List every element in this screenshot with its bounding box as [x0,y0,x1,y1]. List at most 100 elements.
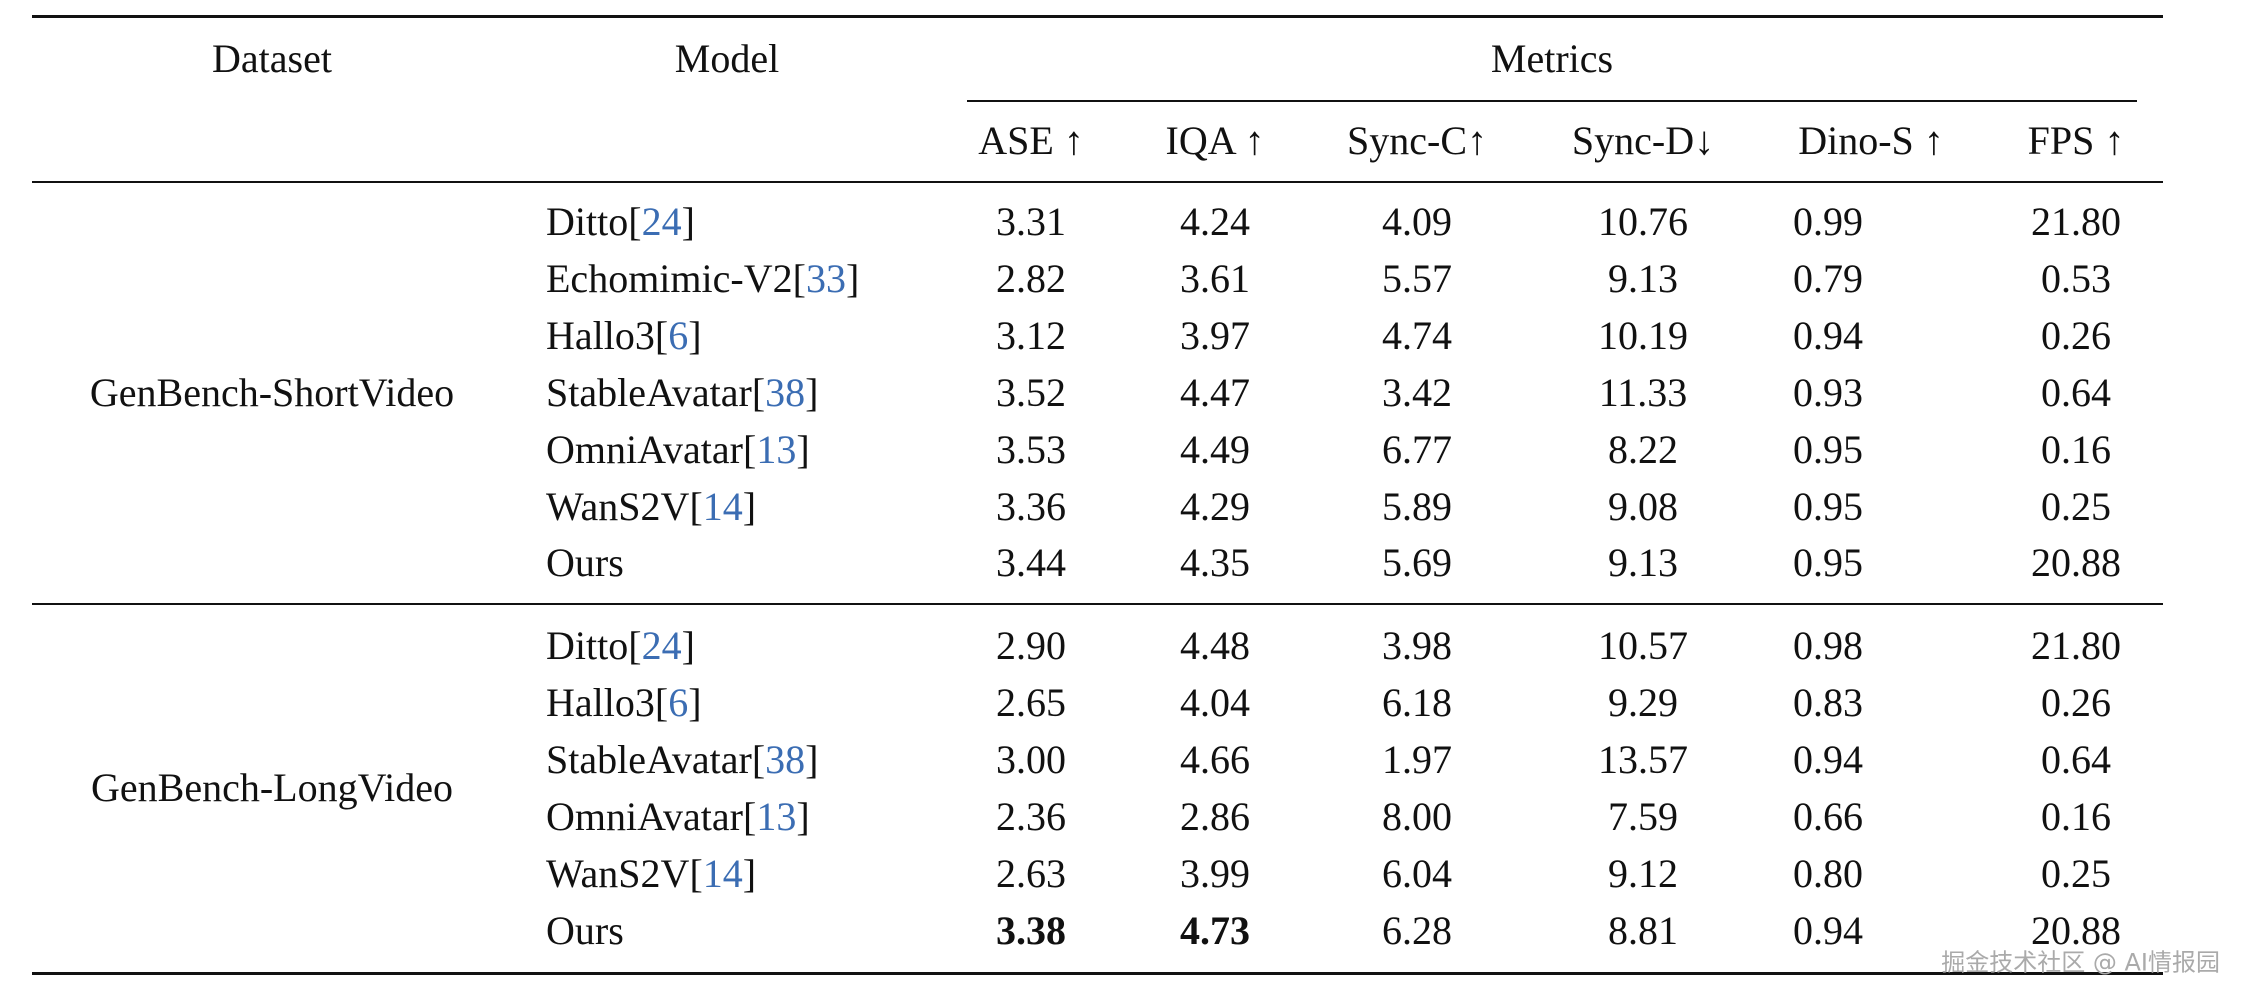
metric-value: 0.95 [1793,426,1863,472]
metric-value: 0.95 [1793,483,1863,529]
model-cell: Hallo36 [546,313,702,358]
model-name: Ditto [546,199,629,244]
model-cell: Hallo36 [546,679,702,725]
metric-value: 4.48 [1180,623,1250,668]
metric-value: 4.49 [1180,426,1250,472]
citation: 6 [655,313,702,358]
model-name: Ditto [546,623,629,668]
metric-value: 0.16 [2041,426,2111,472]
metric-value: 5.69 [1382,540,1452,586]
metric-value: 3.36 [996,483,1066,529]
citation: 6 [655,680,702,725]
metric-value: 4.47 [1180,369,1250,415]
metric-value: 3.12 [996,312,1066,358]
model-cell: StableAvatar38 [546,737,819,782]
metric-value: 3.31 [996,199,1066,244]
model-cell: Ours [546,543,624,583]
model-name: WanS2V [546,483,690,529]
model-name: WanS2V [546,850,690,896]
metric-value: 4.24 [1180,199,1250,244]
citation: 14 [689,851,756,896]
metric-header: FPS ↑ [2027,118,2125,163]
metric-value: 8.22 [1608,426,1678,472]
metric-value: 3.98 [1382,623,1452,668]
metric-value: 0.26 [2041,312,2111,358]
metric-value: 0.16 [2041,793,2111,839]
metric-value: 0.53 [2041,255,2111,301]
metric-value: 10.19 [1598,312,1688,358]
metric-value: 9.08 [1608,483,1678,529]
metric-value: 3.42 [1382,369,1452,415]
model-cell: StableAvatar38 [546,369,819,415]
model-name: Hallo3 [546,679,655,725]
metric-value: 0.79 [1793,255,1863,301]
model-cell: WanS2V14 [546,850,756,896]
model-name: Ours [546,540,624,586]
citation: 33 [793,256,860,301]
metric-header: Sync-C↑ [1347,118,1487,163]
metrics-header: Metrics [1490,36,1614,81]
metric-value: 9.13 [1608,255,1678,301]
metric-value: 0.94 [1793,907,1863,953]
metric-value: 0.95 [1793,540,1863,586]
model-cell: Ditto24 [546,623,695,668]
metric-value: 6.28 [1382,907,1452,953]
metric-value: 0.99 [1793,199,1863,244]
metric-value: 20.88 [2031,907,2121,953]
citation: 38 [752,370,819,415]
metric-value: 5.57 [1382,255,1452,301]
metric-header: IQA ↑ [1165,118,1265,163]
metrics-rule [967,100,2137,102]
metric-value: 2.82 [996,255,1066,301]
model-name: OmniAvatar [546,793,743,839]
metric-value: 0.80 [1793,850,1863,896]
metric-value: 3.53 [996,426,1066,472]
metric-value: 1.97 [1382,736,1452,782]
citation: 13 [743,794,810,839]
model-cell: Ditto24 [546,199,695,244]
metric-header: Sync-D↓ [1571,118,1715,163]
metric-value: 0.25 [2041,483,2111,529]
metric-value: 4.35 [1180,540,1250,586]
model-cell: OmniAvatar13 [546,427,810,472]
metric-value: 6.18 [1382,679,1452,725]
metric-value: 3.00 [996,736,1066,782]
metric-value: 21.80 [2031,199,2121,244]
metric-value: 2.90 [996,623,1066,668]
metric-value: 2.36 [996,793,1066,839]
model-cell: OmniAvatar13 [546,793,810,839]
metric-value: 7.59 [1608,793,1678,839]
metric-value: 3.97 [1180,312,1250,358]
metric-value: 4.66 [1180,736,1250,782]
citation: 13 [743,427,810,472]
model-cell: Ours [546,910,624,951]
watermark: 掘金技术社区 @ AI情报园 [1941,948,2220,977]
metric-value: 3.61 [1180,255,1250,301]
header-rule [32,181,2163,183]
dataset-label: GenBench-ShortVideo [89,369,455,415]
metric-value: 20.88 [2031,540,2121,586]
group-rule [32,603,2163,605]
metric-value: 0.93 [1793,369,1863,415]
metric-value: 2.63 [996,850,1066,896]
metric-value: 10.57 [1598,623,1688,668]
metric-value: 5.89 [1382,483,1452,529]
citation: 24 [628,199,695,244]
model-name: Echomimic-V2 [546,255,793,301]
bottom-rule [32,972,2163,975]
metric-value: 3.38 [996,907,1066,953]
metric-value: 8.81 [1608,907,1678,953]
metric-value: 4.29 [1180,483,1250,529]
model-name: StableAvatar [546,369,752,415]
dataset-header: Dataset [212,36,332,81]
citation: 14 [689,484,756,529]
metric-value: 0.25 [2041,850,2111,896]
model-cell: WanS2V14 [546,483,756,529]
model-cell: Echomimic-V233 [546,255,860,301]
metric-value: 0.94 [1793,736,1863,782]
metric-value: 0.66 [1793,793,1863,839]
metric-value: 0.94 [1793,312,1863,358]
metric-value: 6.04 [1382,850,1452,896]
metric-header: ASE ↑ [978,118,1084,163]
